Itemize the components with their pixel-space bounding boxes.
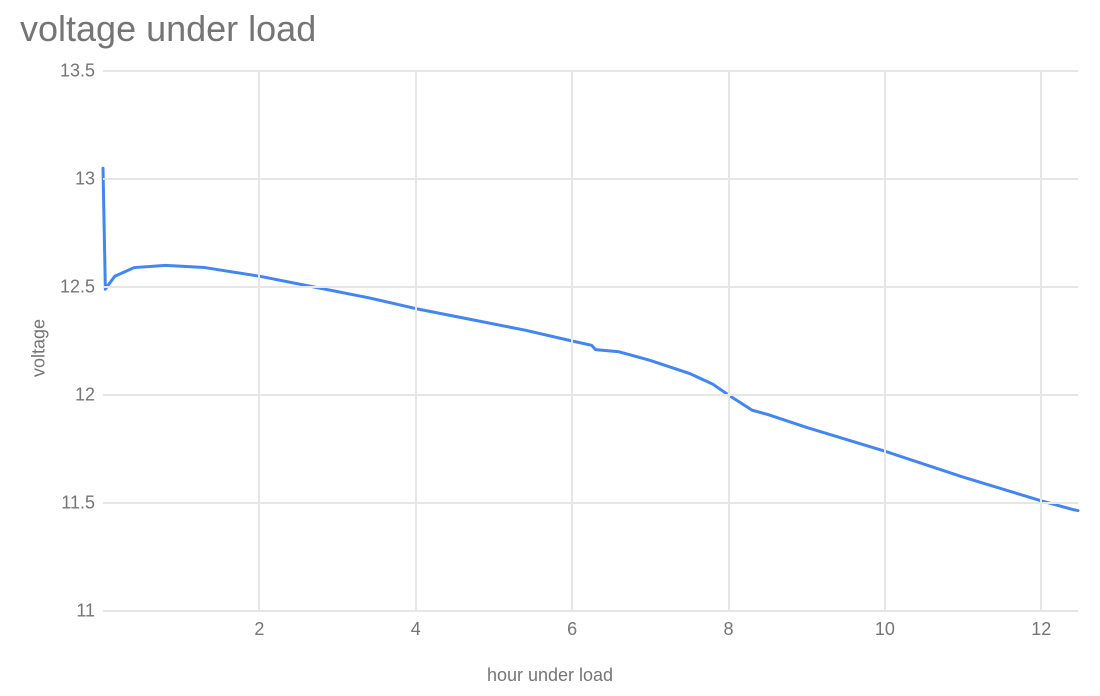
x-tick-label: 10	[875, 619, 895, 640]
x-tick-label: 6	[567, 619, 577, 640]
x-tick-label: 12	[1031, 619, 1051, 640]
y-tick-label: 12	[35, 385, 95, 406]
gridline-vertical	[884, 71, 886, 611]
gridline-vertical	[1040, 71, 1042, 611]
gridline-horizontal	[103, 286, 1078, 288]
plot-area	[103, 71, 1078, 611]
gridline-horizontal	[103, 610, 1078, 612]
y-tick-label: 11.5	[35, 493, 95, 514]
gridline-horizontal	[103, 70, 1078, 72]
line-series-layer	[103, 71, 1078, 611]
gridline-horizontal	[103, 178, 1078, 180]
x-axis-title: hour under load	[0, 665, 1100, 686]
gridline-vertical	[571, 71, 573, 611]
gridline-horizontal	[103, 394, 1078, 396]
y-tick-label: 13.5	[35, 61, 95, 82]
chart-title: voltage under load	[20, 8, 316, 50]
x-tick-label: 4	[411, 619, 421, 640]
y-tick-label: 11	[35, 601, 95, 622]
y-axis-title: voltage	[29, 319, 50, 377]
gridline-vertical	[415, 71, 417, 611]
gridline-vertical	[258, 71, 260, 611]
chart-container: voltage under load voltage hour under lo…	[0, 0, 1100, 696]
x-tick-label: 2	[254, 619, 264, 640]
x-tick-label: 8	[723, 619, 733, 640]
y-tick-label: 12.5	[35, 277, 95, 298]
gridline-horizontal	[103, 502, 1078, 504]
gridline-vertical	[728, 71, 730, 611]
voltage-line-series	[103, 168, 1078, 510]
y-tick-label: 13	[35, 169, 95, 190]
